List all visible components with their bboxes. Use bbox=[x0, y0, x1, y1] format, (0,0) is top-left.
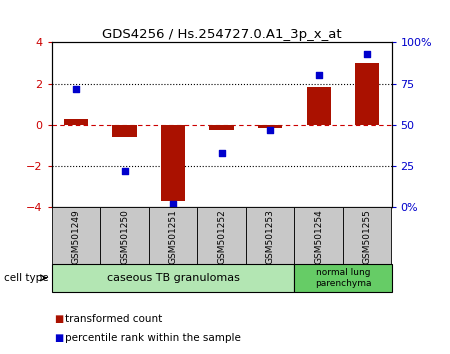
Bar bbox=[64, 119, 88, 125]
Text: GSM501251: GSM501251 bbox=[169, 209, 178, 264]
Bar bbox=[210, 125, 234, 130]
Bar bbox=[246, 207, 294, 264]
Bar bbox=[294, 207, 343, 264]
Text: ■: ■ bbox=[54, 314, 63, 324]
Text: normal lung
parenchyma: normal lung parenchyma bbox=[315, 268, 371, 287]
Bar bbox=[306, 87, 331, 125]
Bar bbox=[149, 207, 198, 264]
Bar bbox=[112, 125, 137, 137]
Text: GSM501250: GSM501250 bbox=[120, 209, 129, 264]
Point bbox=[364, 51, 371, 57]
Text: percentile rank within the sample: percentile rank within the sample bbox=[65, 333, 241, 343]
Point bbox=[170, 201, 177, 207]
Bar bbox=[52, 207, 100, 264]
Bar bbox=[100, 207, 149, 264]
Point bbox=[315, 73, 322, 78]
Text: ■: ■ bbox=[54, 333, 63, 343]
Text: GSM501253: GSM501253 bbox=[266, 209, 274, 264]
Text: caseous TB granulomas: caseous TB granulomas bbox=[107, 273, 239, 283]
Text: GSM501254: GSM501254 bbox=[314, 209, 323, 263]
Text: transformed count: transformed count bbox=[65, 314, 162, 324]
Point bbox=[121, 168, 128, 174]
Point bbox=[72, 86, 80, 91]
Point bbox=[266, 127, 274, 132]
Text: GSM501249: GSM501249 bbox=[72, 209, 81, 263]
Point bbox=[218, 150, 225, 156]
Bar bbox=[343, 207, 392, 264]
Bar bbox=[198, 207, 246, 264]
Title: GDS4256 / Hs.254727.0.A1_3p_x_at: GDS4256 / Hs.254727.0.A1_3p_x_at bbox=[102, 28, 342, 41]
Text: cell type: cell type bbox=[4, 273, 49, 283]
Bar bbox=[294, 264, 392, 292]
Bar bbox=[355, 63, 379, 125]
Bar bbox=[161, 125, 185, 201]
Text: GSM501255: GSM501255 bbox=[363, 209, 372, 264]
Bar bbox=[258, 125, 282, 128]
Text: GSM501252: GSM501252 bbox=[217, 209, 226, 263]
Bar bbox=[52, 264, 294, 292]
